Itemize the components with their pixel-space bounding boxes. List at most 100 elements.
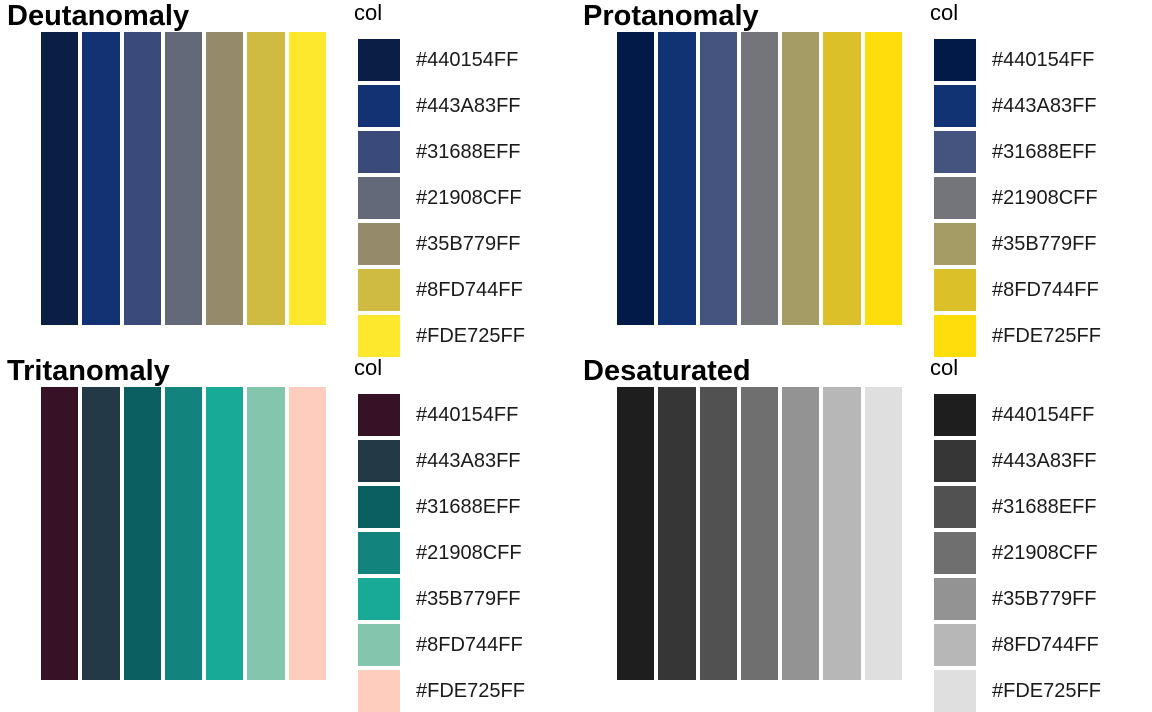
legend-label: #443A83FF: [416, 95, 521, 117]
legend-swatch: [934, 85, 976, 127]
legend-label: #35B779FF: [992, 588, 1097, 610]
bar-6: [823, 32, 861, 325]
legend-item: #443A83FF: [358, 440, 658, 482]
legend-label: #31688EFF: [416, 496, 521, 518]
bar-2: [658, 32, 696, 325]
legend-swatch: [358, 223, 400, 265]
bar-4: [164, 32, 203, 325]
legend-label: #FDE725FF: [416, 680, 525, 702]
legend-item: #31688EFF: [358, 486, 658, 528]
legend-item: #8FD744FF: [934, 624, 1152, 666]
legend-item: #31688EFF: [934, 486, 1152, 528]
legend-label: #8FD744FF: [416, 279, 523, 301]
legend-label: #440154FF: [416, 404, 519, 426]
legend-item: #21908CFF: [934, 177, 1152, 219]
legend-item: #21908CFF: [358, 177, 658, 219]
bar-1: [41, 32, 79, 325]
legend-label: #35B779FF: [416, 233, 521, 255]
legend-item: #440154FF: [358, 394, 658, 436]
legend-label: #FDE725FF: [416, 325, 525, 347]
legend-swatch: [934, 269, 976, 311]
bar-7: [288, 387, 326, 680]
legend-swatch: [358, 394, 400, 436]
bar-1: [617, 32, 655, 325]
bar-3: [123, 387, 161, 680]
legend-swatch: [934, 131, 976, 173]
bar-7: [864, 387, 902, 680]
legend-item: #FDE725FF: [934, 315, 1152, 357]
legend-label: #35B779FF: [992, 233, 1097, 255]
panel-title: Protanomaly: [583, 0, 759, 32]
legend-item: #35B779FF: [358, 578, 658, 620]
legend-item: #443A83FF: [358, 85, 658, 127]
legend-swatch: [934, 177, 976, 219]
legend-swatch: [358, 131, 400, 173]
legend-item: #443A83FF: [934, 85, 1152, 127]
legend-item: #440154FF: [934, 394, 1152, 436]
chart-panel-protanomaly: Protanomaly col #440154FF #443A83FF #31688EF…: [576, 0, 1152, 357]
legend-item: #21908CFF: [358, 532, 658, 574]
legend-swatch: [358, 39, 400, 81]
legend-swatch: [358, 85, 400, 127]
bar-3: [699, 32, 737, 325]
legend-title: col: [354, 0, 383, 25]
legend-item: #8FD744FF: [934, 269, 1152, 311]
legend-swatch: [358, 624, 400, 666]
legend-swatch: [934, 394, 976, 436]
legend-swatch: [358, 486, 400, 528]
bar-4: [740, 387, 779, 680]
legend-label: #21908CFF: [992, 187, 1098, 209]
chart-panel-deutanomaly: Deutanomaly col #440154FF #443A83FF #31688EF…: [0, 0, 576, 357]
plot-area: [41, 32, 326, 325]
chart-panel-desaturated: Desaturated col #440154FF #443A83FF #31688EF…: [576, 355, 1152, 712]
bar-6: [247, 387, 285, 680]
legend-swatch: [358, 578, 400, 620]
legend-swatch: [358, 315, 400, 357]
bar-2: [658, 387, 696, 680]
bar-5: [782, 387, 820, 680]
panel-title: Tritanomaly: [7, 355, 170, 387]
legend-label: #8FD744FF: [992, 634, 1099, 656]
bar-1: [41, 387, 79, 680]
legend-swatch: [934, 223, 976, 265]
bar-2: [82, 32, 120, 325]
legend-item: #35B779FF: [934, 223, 1152, 265]
bar-4: [740, 32, 779, 325]
plot-area: [617, 32, 902, 325]
panel-title: Desaturated: [583, 355, 751, 387]
legend-label: #31688EFF: [992, 496, 1097, 518]
bar-7: [288, 32, 326, 325]
legend-item: #8FD744FF: [358, 624, 658, 666]
legend-item: #35B779FF: [934, 578, 1152, 620]
plot-area: [617, 387, 902, 680]
legend-label: #440154FF: [992, 404, 1095, 426]
legend-item: #443A83FF: [934, 440, 1152, 482]
legend-swatch: [934, 578, 976, 620]
legend-item: #31688EFF: [934, 131, 1152, 173]
legend-swatch: [934, 624, 976, 666]
legend-label: #443A83FF: [992, 95, 1097, 117]
legend-title: col: [930, 355, 959, 380]
bar-3: [123, 32, 161, 325]
legend-label: #8FD744FF: [416, 634, 523, 656]
bar-6: [823, 387, 861, 680]
legend-label: #21908CFF: [992, 542, 1098, 564]
legend-swatch: [934, 39, 976, 81]
legend-title: col: [354, 355, 383, 380]
legend-item: #8FD744FF: [358, 269, 658, 311]
legend-item: #FDE725FF: [358, 670, 658, 712]
legend-item: #440154FF: [358, 39, 658, 81]
legend-item: #FDE725FF: [358, 315, 658, 357]
panel-title: Deutanomaly: [7, 0, 190, 32]
legend-swatch: [934, 440, 976, 482]
legend-swatch: [934, 315, 976, 357]
legend-label: #31688EFF: [416, 141, 521, 163]
legend-label: #440154FF: [992, 49, 1095, 71]
bar-3: [699, 387, 737, 680]
plot-area: [41, 387, 326, 680]
legend-item: #35B779FF: [358, 223, 658, 265]
legend-swatch: [358, 440, 400, 482]
legend-item: #FDE725FF: [934, 670, 1152, 712]
bar-4: [164, 387, 203, 680]
legend-swatch: [934, 670, 976, 712]
